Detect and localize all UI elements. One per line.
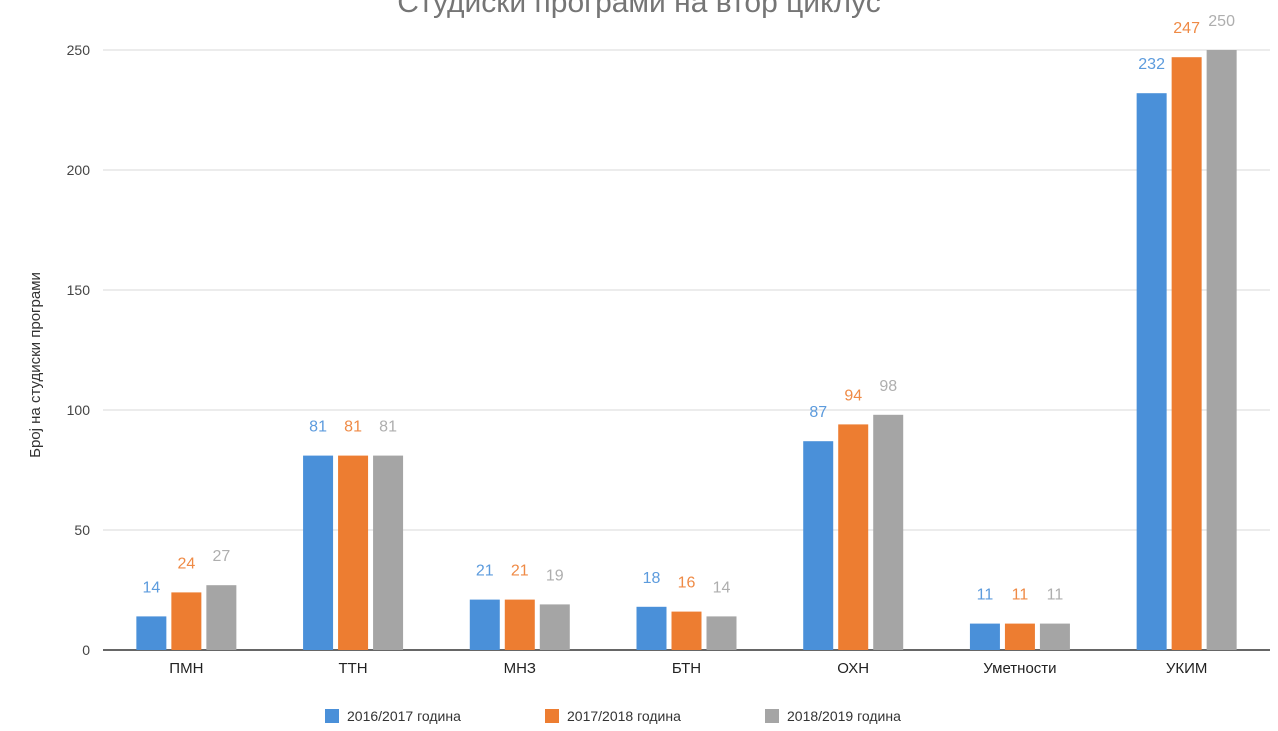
bar: [873, 414, 904, 650]
bar: [803, 441, 834, 650]
bar: [671, 611, 702, 650]
bar: [136, 616, 167, 650]
data-label: 24: [177, 555, 195, 572]
data-label: 87: [809, 404, 827, 421]
bar: [636, 606, 667, 650]
x-tick-label: МНЗ: [504, 660, 536, 677]
bar: [1004, 623, 1035, 650]
data-label: 94: [844, 387, 862, 404]
data-label: 250: [1208, 13, 1235, 30]
data-label: 11: [977, 587, 994, 604]
chart-title: Студиски програми на втор циклус: [397, 0, 881, 19]
x-tick-label: БТН: [672, 660, 701, 677]
data-label: 16: [678, 575, 696, 592]
bar: [1039, 623, 1070, 650]
data-label: 27: [212, 548, 230, 565]
y-tick-label: 250: [67, 42, 91, 58]
bar: [303, 455, 334, 650]
data-label: 21: [511, 563, 529, 580]
data-label: 81: [309, 419, 327, 436]
y-tick-label: 0: [82, 642, 90, 658]
legend-swatch: [325, 709, 339, 723]
legend-label: 2016/2017 година: [347, 708, 461, 724]
y-tick-label: 150: [67, 282, 91, 298]
data-label: 18: [643, 570, 661, 587]
bar: [838, 424, 869, 650]
legend-swatch: [765, 709, 779, 723]
data-label: 81: [379, 419, 397, 436]
data-label: 19: [546, 567, 564, 584]
legend-swatch: [545, 709, 559, 723]
bar: [1136, 93, 1167, 650]
data-label: 232: [1138, 56, 1165, 73]
data-label: 247: [1173, 20, 1200, 37]
y-tick-label: 200: [67, 162, 91, 178]
x-tick-label: ОХН: [837, 660, 869, 677]
legend-label: 2017/2018 година: [567, 708, 681, 724]
y-axis-title: Број на студиски програми: [27, 272, 44, 458]
y-tick-label: 100: [67, 402, 91, 418]
bar: [338, 455, 369, 650]
x-tick-label: УКИМ: [1166, 660, 1208, 677]
bar: [469, 599, 500, 650]
bar: [706, 616, 737, 650]
bar: [969, 623, 1000, 650]
data-label: 81: [344, 419, 362, 436]
x-tick-label: ПМН: [169, 660, 203, 677]
bar: [206, 585, 237, 650]
bar: [373, 455, 404, 650]
data-label: 11: [1047, 587, 1064, 604]
bar: [1206, 50, 1237, 650]
data-label: 98: [879, 378, 897, 395]
x-tick-label: ТТН: [338, 660, 367, 677]
data-label: 14: [713, 579, 731, 596]
bar: [171, 592, 202, 650]
data-label: 11: [1012, 587, 1029, 604]
legend-label: 2018/2019 година: [787, 708, 901, 724]
bar: [539, 604, 570, 650]
bar: [1171, 57, 1202, 650]
y-tick-label: 50: [74, 522, 90, 538]
x-tick-label: Уметности: [983, 660, 1056, 677]
bar: [504, 599, 535, 650]
data-label: 14: [142, 579, 160, 596]
data-label: 21: [476, 563, 494, 580]
